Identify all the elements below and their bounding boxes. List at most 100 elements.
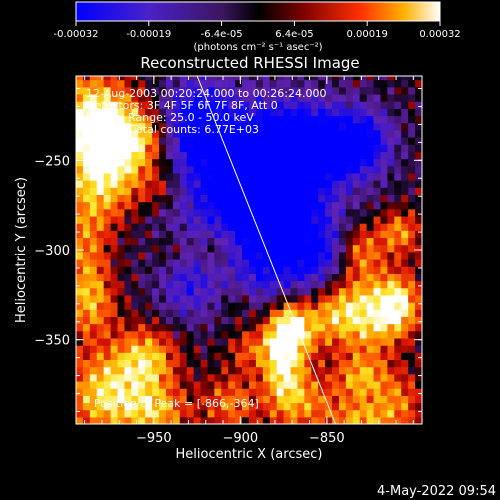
heatmap-cell	[262, 187, 271, 195]
heatmap-cell	[221, 373, 229, 382]
heatmap-cell	[255, 158, 264, 167]
heatmap-cell	[124, 86, 132, 95]
heatmap-cell	[304, 266, 312, 274]
heatmap-cell	[207, 136, 215, 145]
heatmap-cell	[415, 194, 422, 203]
heatmap-cell	[373, 201, 382, 210]
heatmap-cell	[82, 86, 91, 95]
heatmap-cell	[415, 223, 422, 231]
heatmap-cell	[96, 337, 105, 346]
heatmap-cell	[82, 309, 91, 317]
heatmap-cell	[408, 273, 416, 282]
heatmap-cell	[318, 337, 326, 346]
heatmap-cell	[380, 345, 388, 353]
heatmap-cell	[228, 86, 236, 95]
heatmap-cell	[345, 122, 354, 131]
heatmap-cell	[159, 115, 167, 124]
heatmap-cell	[131, 330, 139, 339]
heatmap-cell	[311, 79, 319, 88]
heatmap-cell	[380, 337, 388, 346]
heatmap-cell	[401, 402, 409, 411]
heatmap-cell	[159, 294, 167, 303]
heatmap-cell	[408, 108, 416, 117]
heatmap-cell	[82, 180, 91, 188]
heatmap-cell	[159, 302, 167, 310]
heatmap-cell	[76, 359, 84, 368]
heatmap-cell	[82, 359, 91, 368]
heatmap-cell	[345, 244, 354, 253]
heatmap-cell	[325, 201, 333, 210]
heatmap-cell	[373, 223, 382, 231]
heatmap-cell	[200, 237, 209, 246]
heatmap-cell	[89, 294, 98, 303]
heatmap-cell	[117, 323, 126, 332]
heatmap-cell	[76, 294, 84, 303]
heatmap-cell	[249, 302, 257, 310]
heatmap-cell	[352, 409, 361, 418]
heatmap-cell	[207, 201, 215, 210]
heatmap-cell	[408, 416, 416, 424]
heatmap-cell	[221, 402, 229, 411]
heatmap-cell	[297, 144, 305, 152]
heatmap-cell	[352, 373, 361, 382]
heatmap-cell	[214, 237, 222, 246]
heatmap-cell	[387, 201, 395, 210]
heatmap-cell	[318, 187, 326, 195]
heatmap-cell	[96, 359, 105, 368]
heatmap-cell	[103, 330, 112, 339]
heatmap-cell	[235, 345, 243, 353]
heatmap-cell	[200, 215, 209, 224]
heatmap-cell	[283, 258, 292, 267]
heatmap-cell	[255, 316, 264, 325]
heatmap-cell	[103, 352, 112, 361]
heatmap-cell	[262, 194, 271, 203]
heatmap-cell	[352, 337, 361, 346]
heatmap-cell	[415, 395, 422, 404]
heatmap-cell	[387, 223, 395, 231]
heatmap-cell	[200, 373, 209, 382]
heatmap-cell	[207, 194, 215, 203]
heatmap-cell	[138, 223, 146, 231]
heatmap-cell	[401, 108, 409, 117]
heatmap-cell	[110, 151, 119, 160]
heatmap-cell	[387, 309, 395, 317]
heatmap-cell	[345, 280, 354, 289]
heatmap-cell	[235, 287, 243, 296]
heatmap-cell	[311, 108, 319, 117]
heatmap-cell	[110, 144, 119, 152]
heatmap-cell	[359, 101, 368, 109]
heatmap-cell	[276, 144, 285, 152]
heatmap-cell	[138, 251, 146, 260]
heatmap-cell	[380, 208, 388, 217]
heatmap-cell	[186, 151, 195, 160]
heatmap-cell	[311, 165, 319, 174]
heatmap-cell	[269, 237, 278, 246]
heatmap-cell	[207, 208, 215, 217]
heatmap-cell	[96, 323, 105, 332]
heatmap-cell	[214, 101, 222, 109]
heatmap-cell	[359, 223, 368, 231]
heatmap-cell	[165, 122, 174, 131]
heatmap-cell	[159, 230, 167, 239]
heatmap-cell	[138, 352, 146, 361]
heatmap-cell	[401, 237, 409, 246]
heatmap-cell	[76, 258, 84, 267]
heatmap-cell	[380, 79, 388, 88]
heatmap-cell	[415, 373, 422, 382]
heatmap-cell	[352, 237, 361, 246]
heatmap-cell	[89, 380, 98, 389]
heatmap-cell	[249, 409, 257, 418]
heatmap-cell	[110, 237, 119, 246]
heatmap-cell	[89, 416, 98, 424]
heatmap-cell	[159, 352, 167, 361]
heatmap-cell	[235, 359, 243, 368]
heatmap-cell	[179, 187, 188, 195]
heatmap-cell	[152, 151, 160, 160]
heatmap-cell	[242, 129, 250, 138]
heatmap-cell	[207, 337, 215, 346]
heatmap-cell	[228, 180, 236, 188]
heatmap-cell	[332, 244, 340, 253]
heatmap-cell	[124, 208, 132, 217]
heatmap-cell	[373, 302, 382, 310]
heatmap-cell	[338, 187, 347, 195]
